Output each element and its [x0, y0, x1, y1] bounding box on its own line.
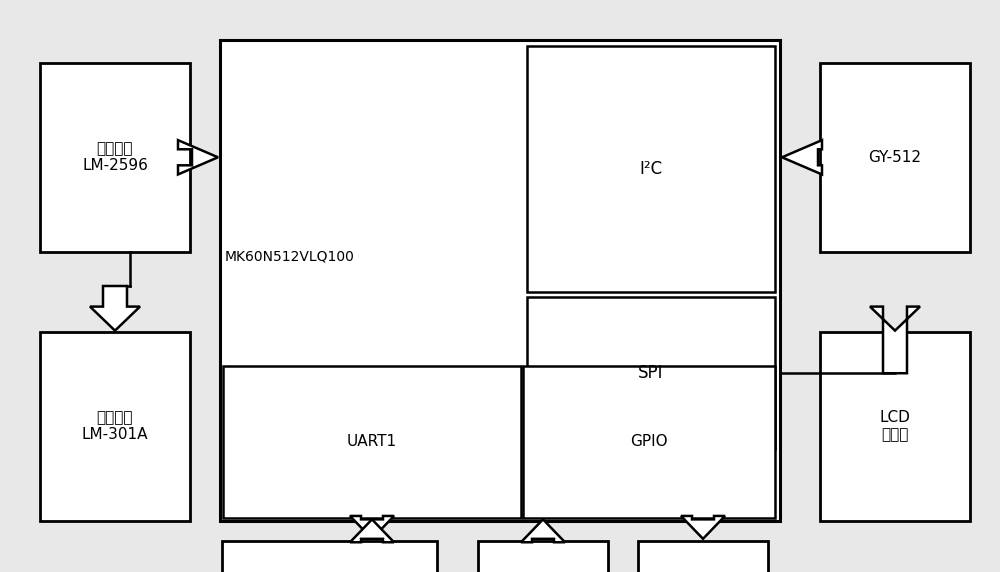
Text: GPIO: GPIO [630, 434, 668, 450]
Text: SPI: SPI [638, 364, 664, 382]
Bar [820, 332, 970, 521]
Text: 测压模块
LM-301A: 测压模块 LM-301A [82, 410, 148, 442]
Bar [40, 332, 190, 521]
Polygon shape [521, 519, 565, 542]
Polygon shape [350, 519, 394, 542]
Bar [222, 541, 437, 572]
Polygon shape [870, 307, 920, 373]
Bar [638, 541, 768, 572]
Polygon shape [681, 516, 725, 539]
Polygon shape [178, 140, 218, 174]
Text: LCD
显示屏: LCD 显示屏 [880, 410, 910, 442]
Polygon shape [90, 286, 140, 331]
Text: MK60N512VLQ100: MK60N512VLQ100 [225, 249, 355, 263]
Polygon shape [350, 516, 394, 539]
Text: 电源稳压
LM-2596: 电源稳压 LM-2596 [82, 141, 148, 173]
Text: I²C: I²C [639, 160, 663, 178]
Bar [220, 40, 780, 521]
Polygon shape [782, 140, 822, 174]
Bar [223, 366, 521, 518]
Bar [527, 46, 775, 292]
Bar [40, 63, 190, 252]
Text: GY-512: GY-512 [868, 150, 921, 165]
Bar [820, 63, 970, 252]
Text: UART1: UART1 [347, 434, 397, 450]
Bar [527, 297, 775, 449]
Bar [523, 366, 775, 518]
Bar [478, 541, 608, 572]
